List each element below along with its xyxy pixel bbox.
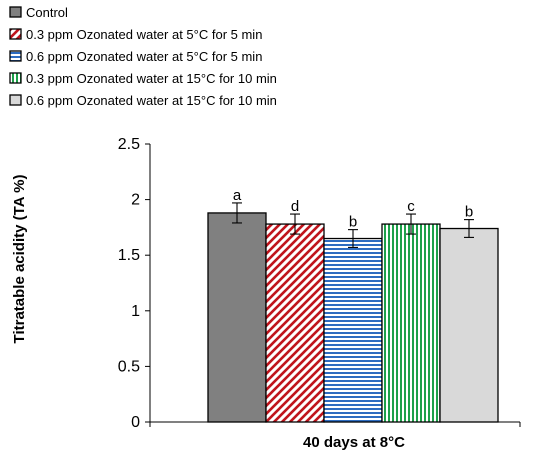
y-tick-label: 0.5 <box>118 358 140 375</box>
legend-swatch <box>9 72 22 84</box>
legend-swatch <box>9 28 22 40</box>
y-tick-label: 1.5 <box>118 247 140 264</box>
x-axis-title: 40 days at 8°C <box>303 434 405 451</box>
legend: Control 0.3 ppm Ozonated water at 5°C for… <box>9 5 277 108</box>
bar <box>381 223 441 423</box>
y-tick-label: 1 <box>131 303 140 320</box>
significance-letter: b <box>465 204 473 221</box>
bar <box>207 212 267 423</box>
legend-label: 0.6 ppm Ozonated water at 15°C for 10 mi… <box>26 93 277 108</box>
legend-label: 0.3 ppm Ozonated water at 5°C for 5 min <box>26 27 262 42</box>
significance-letter: d <box>291 198 299 215</box>
legend-label: 0.3 ppm Ozonated water at 15°C for 10 mi… <box>26 71 277 86</box>
y-tick-label: 0 <box>131 414 140 431</box>
legend-swatch <box>9 50 22 62</box>
y-tick-label: 2.5 <box>118 136 140 153</box>
bar <box>323 237 383 423</box>
significance-letter: c <box>407 198 415 215</box>
y-axis-title: Titratable acidity (TA %) <box>11 175 28 344</box>
significance-letter: a <box>233 187 242 204</box>
legend-label: 0.6 ppm Ozonated water at 5°C for 5 min <box>26 49 262 64</box>
significance-letter: b <box>349 214 357 231</box>
y-tick-label: 2 <box>131 192 140 209</box>
bar <box>439 227 499 423</box>
bar <box>265 223 325 423</box>
legend-swatch <box>9 94 22 106</box>
legend-label: Control <box>26 5 68 20</box>
bars: a d b c b <box>207 187 499 423</box>
legend-swatch <box>9 6 22 18</box>
